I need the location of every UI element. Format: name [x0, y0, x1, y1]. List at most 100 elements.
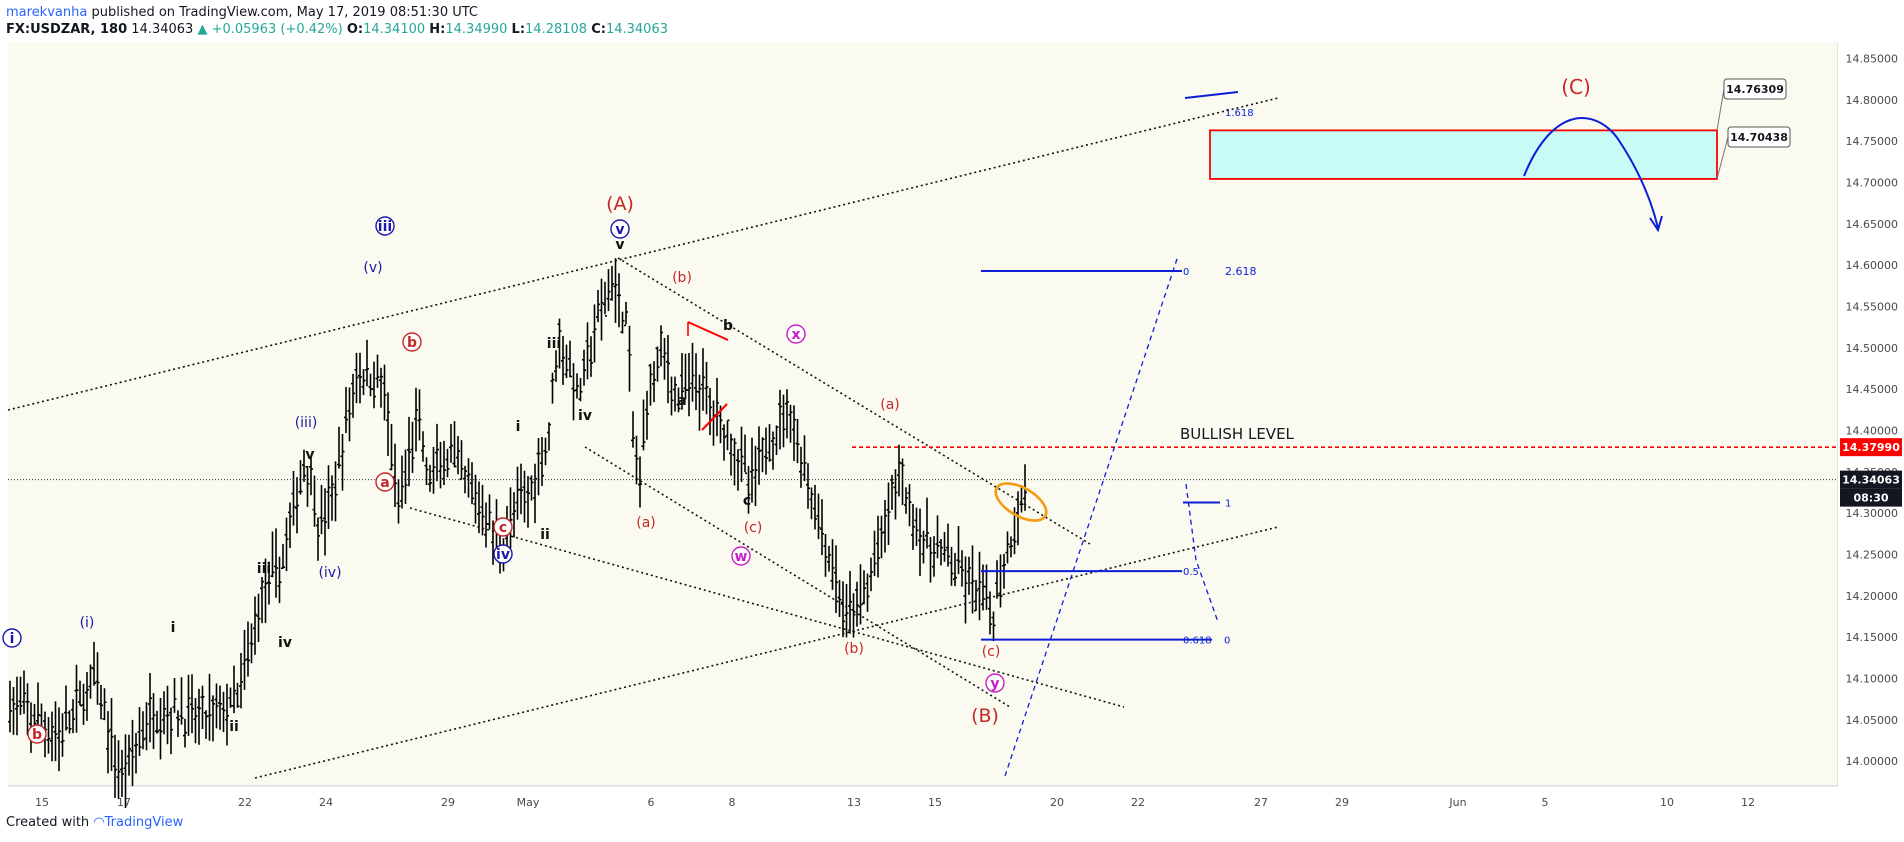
- x-tick-label: 13: [847, 796, 861, 809]
- y-tick-label: 14.80000: [1846, 94, 1899, 107]
- y-tick-label: 14.65000: [1846, 218, 1899, 231]
- lower-channel-line: [254, 526, 1279, 779]
- wave-x-circle: x: [791, 327, 800, 343]
- pennant-bottom-line: [701, 403, 728, 431]
- wave-b-circle-2-ring: [402, 332, 422, 352]
- wave-a-paren-2: (a): [880, 397, 900, 413]
- wave-i-roman-2: i: [516, 419, 521, 435]
- y-tick-label: 14.05000: [1846, 714, 1899, 727]
- price-change: ▲ +0.05963 (+0.42%): [197, 22, 343, 37]
- y-tick-label: 14.45000: [1846, 383, 1899, 396]
- y-tick-label: 14.85000: [1846, 53, 1899, 66]
- x-tick-label: 22: [1131, 796, 1145, 809]
- y-tick-label: 14.25000: [1846, 549, 1899, 562]
- wave-ii-roman-2: ii: [540, 527, 550, 543]
- y-tick-label: 14.60000: [1846, 259, 1899, 272]
- symbol-label: FX:USDZAR, 180: [6, 22, 128, 37]
- x-tick-label: 20: [1050, 796, 1064, 809]
- wave-B-label: (B): [971, 705, 999, 727]
- wave-y-circle-ring: [985, 673, 1005, 693]
- x-tick-label: 29: [441, 796, 455, 809]
- wave-v-circle-ring: [610, 219, 630, 239]
- x-tick-label: 12: [1741, 796, 1755, 809]
- high-label: H:: [429, 22, 446, 37]
- footer: Created with ◠TradingView: [6, 815, 183, 830]
- tradingview-brand[interactable]: TradingView: [104, 815, 184, 830]
- fib-05-label: 0.5: [1183, 567, 1199, 578]
- wave-b-paren: (b): [672, 270, 692, 286]
- wave-c-paren: (c): [744, 520, 763, 536]
- wave-iv-paren: (iv): [318, 565, 341, 581]
- y-tick-label: 14.20000: [1846, 590, 1899, 603]
- x-tick-label: 6: [648, 796, 655, 809]
- x-tick-label: 24: [319, 796, 333, 809]
- triangle-lower-line: [409, 507, 1125, 708]
- wave-i-circle: i: [10, 631, 15, 647]
- wave-C-target-label: (C): [1561, 75, 1591, 99]
- price-label-pointer: [1716, 88, 1725, 131]
- y-tick-label: 14.55000: [1846, 301, 1899, 314]
- price-axis: [1838, 42, 1904, 786]
- wave-iv-circle-ring: [493, 544, 513, 564]
- x-tick-label: 15: [35, 796, 49, 809]
- price-tag-text: 08:30: [1853, 492, 1888, 505]
- descending-trend-line: [617, 257, 1091, 545]
- y-tick-label: 14.00000: [1846, 755, 1899, 768]
- y-tick-label: 14.40000: [1846, 425, 1899, 438]
- symbol-line: FX:USDZAR, 180 14.34063 ▲ +0.05963 (+0.4…: [6, 22, 668, 37]
- open-label: O:: [346, 22, 364, 37]
- wave-iii-roman: iii: [257, 561, 271, 577]
- wave-b-paren-2: (b): [844, 641, 864, 657]
- pennant-top-line: [687, 321, 729, 341]
- projection-arc: [1523, 117, 1659, 229]
- published-text: published on TradingView.com, May 17, 20…: [91, 5, 478, 20]
- fib-1618-line: [1184, 91, 1239, 99]
- tradingview-logo-icon[interactable]: ◠: [93, 815, 105, 830]
- y-tick-label: 14.10000: [1846, 673, 1899, 686]
- wave-a-circle: a: [380, 475, 389, 491]
- y-tick-label: 14.30000: [1846, 507, 1899, 520]
- fib-0618-label: 0.618: [1183, 636, 1212, 647]
- wave-v-roman: v: [305, 447, 314, 463]
- price-tag-box: [1840, 438, 1902, 457]
- wave-c-paren-2: (c): [982, 644, 1001, 660]
- wave-iii-paren: (iii): [295, 415, 318, 431]
- x-tick-label: 5: [1542, 796, 1549, 809]
- y-tick-label: 14.15000: [1846, 631, 1899, 644]
- fib-1618-label: 1.618: [1225, 108, 1254, 119]
- wave-a-letter: a: [677, 393, 686, 409]
- price-label-pointer: [1716, 136, 1729, 180]
- wave-i-paren: (i): [80, 615, 95, 631]
- publish-line: marekvanha published on TradingView.com,…: [6, 5, 478, 20]
- close-value: 14.34063: [605, 22, 668, 37]
- y-tick-label: 14.50000: [1846, 342, 1899, 355]
- target-zone-box: [1209, 129, 1718, 180]
- created-with-text: Created with: [6, 815, 90, 830]
- wave-c-letter: c: [743, 493, 751, 509]
- x-tick-label: 15: [928, 796, 942, 809]
- wave-iv-circle: iv: [496, 547, 510, 563]
- x-tick-label: 8: [729, 796, 736, 809]
- projection-arrow-icon: [1649, 215, 1663, 233]
- wave-b-circle-2: b: [407, 335, 417, 351]
- price-label-text: 14.70438: [1730, 131, 1788, 144]
- breakout-ellipse: [994, 482, 1048, 522]
- author-link[interactable]: marekvanha: [6, 5, 88, 20]
- low-value: 14.28108: [525, 22, 588, 37]
- close-label: C:: [591, 22, 606, 37]
- fib-0-label: 0: [1224, 636, 1230, 647]
- wave-w-circle-ring: [731, 546, 751, 566]
- wave-A-label: (A): [606, 193, 634, 215]
- wave-x-circle-ring: [786, 324, 806, 344]
- wave-a-paren: (a): [636, 515, 656, 531]
- wave-ii-roman: ii: [229, 719, 239, 735]
- fib-projection-line: [1004, 255, 1179, 777]
- wave-b-circle-ring: [27, 724, 47, 744]
- x-tick-label: 27: [1254, 796, 1268, 809]
- x-tick-label: 22: [238, 796, 252, 809]
- wave-v-paren: (v): [363, 260, 382, 276]
- price-tag-text: 14.37990: [1842, 441, 1900, 454]
- price-label-box: [1727, 126, 1791, 148]
- price-label-text: 14.76309: [1726, 83, 1784, 96]
